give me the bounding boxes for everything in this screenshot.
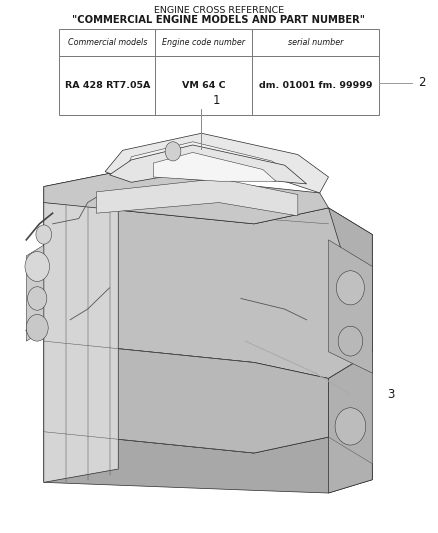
Polygon shape	[105, 133, 328, 193]
Circle shape	[36, 225, 52, 244]
Text: dm. 01001 fm. 99999: dm. 01001 fm. 99999	[258, 81, 372, 90]
Text: 3: 3	[388, 388, 395, 401]
Polygon shape	[44, 203, 372, 378]
Polygon shape	[44, 432, 372, 493]
Polygon shape	[328, 208, 372, 493]
Text: Engine code number: Engine code number	[162, 38, 245, 47]
Circle shape	[25, 252, 49, 281]
Polygon shape	[110, 145, 307, 184]
Text: RA 428 RT7.05A: RA 428 RT7.05A	[65, 81, 150, 90]
Polygon shape	[44, 172, 118, 482]
Circle shape	[165, 142, 181, 161]
Polygon shape	[328, 240, 372, 373]
Text: ENGINE CROSS REFERENCE: ENGINE CROSS REFERENCE	[154, 6, 284, 15]
Text: VM 64 C: VM 64 C	[182, 81, 226, 90]
Circle shape	[335, 408, 366, 445]
Bar	[59, 29, 379, 115]
Circle shape	[26, 314, 48, 341]
Text: serial number: serial number	[288, 38, 343, 47]
Polygon shape	[26, 245, 44, 341]
Polygon shape	[44, 341, 328, 453]
Text: 1: 1	[213, 94, 221, 107]
Polygon shape	[96, 179, 298, 216]
Polygon shape	[153, 152, 276, 181]
Circle shape	[336, 271, 364, 305]
Circle shape	[28, 287, 47, 310]
Text: Commercial models: Commercial models	[67, 38, 147, 47]
Text: 2: 2	[418, 76, 426, 89]
Polygon shape	[44, 172, 328, 224]
Polygon shape	[123, 142, 298, 179]
Text: "COMMERCIAL ENGINE MODELS AND PART NUMBER": "COMMERCIAL ENGINE MODELS AND PART NUMBE…	[73, 15, 365, 25]
Circle shape	[338, 326, 363, 356]
